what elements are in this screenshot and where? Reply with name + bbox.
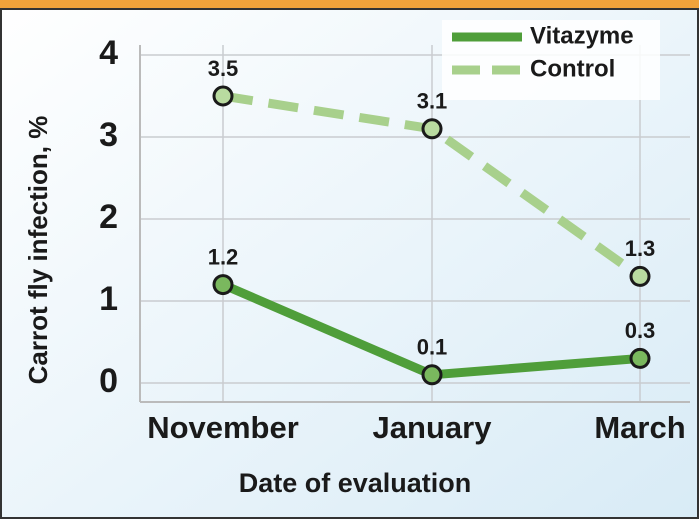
data-label: 3.1	[417, 89, 448, 114]
y-axis-label: Carrot fly infection, %	[23, 116, 53, 385]
data-point	[212, 85, 234, 107]
legend-label: Vitazyme	[530, 22, 634, 49]
data-point	[421, 364, 443, 386]
y-tick-label: 0	[99, 362, 118, 400]
x-tick-label: January	[373, 410, 493, 445]
data-label: 0.3	[625, 318, 656, 343]
data-label: 0.1	[417, 335, 448, 360]
data-label: 1.3	[625, 236, 656, 261]
x-axis-label: Date of evaluation	[239, 468, 472, 498]
data-point	[212, 274, 234, 296]
y-tick-label: 3	[99, 116, 118, 154]
top-bar	[0, 0, 699, 9]
data-point	[629, 265, 651, 287]
data-label: 3.5	[208, 56, 239, 81]
y-tick-label: 1	[99, 280, 118, 318]
x-tick-label: March	[594, 410, 685, 445]
data-point	[421, 118, 443, 140]
data-label: 1.2	[208, 244, 239, 269]
data-point	[629, 347, 651, 369]
y-tick-label: 4	[99, 34, 118, 72]
y-tick-label: 2	[99, 198, 118, 236]
x-tick-label: November	[147, 410, 299, 445]
legend-label: Control	[530, 55, 615, 82]
frame	[0, 8, 699, 519]
